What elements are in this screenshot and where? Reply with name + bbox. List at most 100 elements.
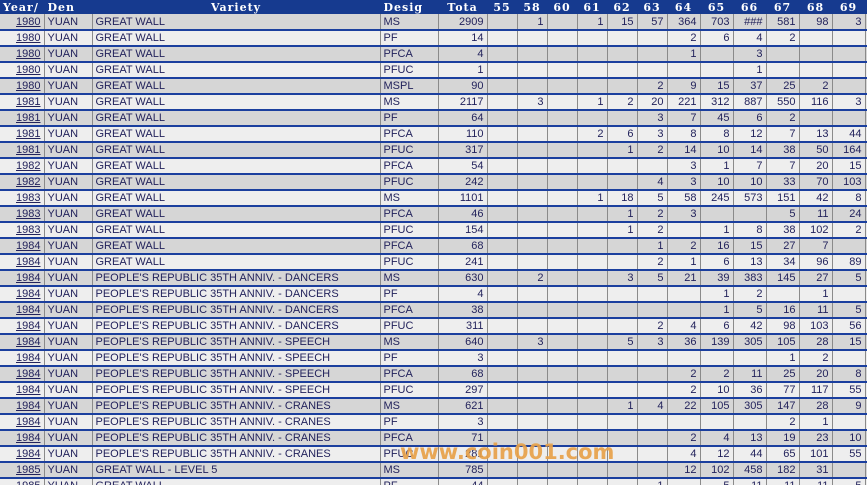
cell-year[interactable]: 1984 — [0, 430, 45, 447]
table-row[interactable]: 1981 YUAN GREAT WALL MS 2117 3 1 2 20 221 312 887 55… — [0, 94, 867, 111]
cell-year[interactable]: 1980 — [0, 30, 45, 47]
cell-variety: PEOPLE'S REPUBLIC 35TH ANNIV. - CRANES — [92, 430, 381, 447]
cell-g60 — [547, 366, 578, 383]
table-row[interactable]: 1983 YUAN GREAT WALL MS 1101 1 18 5 58 245 573 151 4… — [0, 190, 867, 207]
cell-year[interactable]: 1984 — [0, 270, 45, 287]
cell-g64: 3 — [667, 158, 701, 175]
table-row[interactable]: 1980 YUAN GREAT WALL PFCA 4 1 3 — [0, 46, 867, 63]
cell-total: 242 — [438, 174, 488, 191]
cell-g65: 10 — [700, 142, 734, 159]
cell-year[interactable]: 1983 — [0, 222, 45, 239]
cell-year[interactable]: 1980 — [0, 78, 45, 95]
cell-year[interactable]: 1985 — [0, 462, 45, 479]
column-header-g61[interactable]: 61 — [577, 0, 608, 14]
column-header-g66[interactable]: 66 — [733, 0, 767, 14]
cell-g70 — [865, 222, 867, 239]
column-header-g67[interactable]: 67 — [766, 0, 800, 14]
column-header-year[interactable]: Year/ — [0, 0, 45, 14]
cell-year[interactable]: 1982 — [0, 158, 45, 175]
column-header-g64[interactable]: 64 — [667, 0, 701, 14]
cell-year[interactable]: 1984 — [0, 318, 45, 335]
table-row[interactable]: 1984 YUAN PEOPLE'S REPUBLIC 35TH ANNIV. - … — [0, 446, 867, 463]
column-header-g60[interactable]: 60 — [547, 0, 578, 14]
cell-g60 — [547, 46, 578, 63]
cell-year[interactable]: 1980 — [0, 62, 45, 79]
cell-year[interactable]: 1984 — [0, 286, 45, 303]
table-row[interactable]: 1980 YUAN GREAT WALL PF 14 2 6 4 2 — [0, 30, 867, 47]
cell-g66: 4 — [733, 30, 767, 47]
table-row[interactable]: 1984 YUAN PEOPLE'S REPUBLIC 35TH ANNIV. - … — [0, 318, 867, 335]
table-row[interactable]: 1984 YUAN PEOPLE'S REPUBLIC 35TH ANNIV. - … — [0, 350, 867, 367]
column-header-g62[interactable]: 62 — [607, 0, 638, 14]
cell-year[interactable]: 1983 — [0, 206, 45, 223]
cell-year[interactable]: 1984 — [0, 238, 45, 255]
cell-g62: 2 — [607, 94, 638, 111]
table-row[interactable]: 1985 YUAN GREAT WALL - LEVEL 5 MS 785 12 102 45… — [0, 462, 867, 479]
table-row[interactable]: 1980 YUAN GREAT WALL PFUC 1 1 — [0, 62, 867, 79]
cell-year[interactable]: 1984 — [0, 382, 45, 399]
cell-year[interactable]: 1983 — [0, 190, 45, 207]
table-row[interactable]: 1980 YUAN GREAT WALL MS 2909 1 1 15 57 364 703 ### 5… — [0, 14, 867, 31]
cell-g70 — [865, 270, 867, 287]
table-row[interactable]: 1984 YUAN PEOPLE'S REPUBLIC 35TH ANNIV. - … — [0, 302, 867, 319]
cell-year[interactable]: 1984 — [0, 398, 45, 415]
cell-g60 — [547, 318, 578, 335]
cell-year[interactable]: 1982 — [0, 174, 45, 191]
table-row[interactable]: 1984 YUAN PEOPLE'S REPUBLIC 35TH ANNIV. - … — [0, 430, 867, 447]
table-row[interactable]: 1984 YUAN PEOPLE'S REPUBLIC 35TH ANNIV. - … — [0, 398, 867, 415]
column-header-g55[interactable]: 55 — [487, 0, 518, 14]
table-row[interactable]: 1984 YUAN PEOPLE'S REPUBLIC 35TH ANNIV. - … — [0, 270, 867, 287]
cell-g65: 45 — [700, 110, 734, 127]
cell-year[interactable]: 1984 — [0, 302, 45, 319]
cell-g60 — [547, 238, 578, 255]
table-row[interactable]: 1984 YUAN GREAT WALL PFCA 68 1 2 16 15 27 7 — [0, 238, 867, 255]
cell-year[interactable]: 1984 — [0, 254, 45, 271]
cell-year[interactable]: 1984 — [0, 350, 45, 367]
cell-g68: 70 — [799, 174, 833, 191]
cell-desig: PFUC — [380, 222, 439, 239]
column-header-g65[interactable]: 65 — [700, 0, 734, 14]
cell-year[interactable]: 1981 — [0, 94, 45, 111]
column-header-desig[interactable]: Desig — [380, 0, 439, 14]
column-header-g69[interactable]: 69 — [832, 0, 866, 14]
table-row[interactable]: 1984 YUAN PEOPLE'S REPUBLIC 35TH ANNIV. - … — [0, 366, 867, 383]
cell-year[interactable]: 1984 — [0, 414, 45, 431]
table-row[interactable]: 1984 YUAN PEOPLE'S REPUBLIC 35TH ANNIV. - … — [0, 334, 867, 351]
column-header-g58[interactable]: 58 — [517, 0, 548, 14]
cell-year[interactable]: 1984 — [0, 366, 45, 383]
table-row[interactable]: 1983 YUAN GREAT WALL PFUC 154 1 2 1 8 38 102 2 — [0, 222, 867, 239]
column-header-g63[interactable]: 63 — [637, 0, 668, 14]
cell-year[interactable]: 1980 — [0, 14, 45, 31]
cell-g62: 15 — [607, 14, 638, 31]
cell-year[interactable]: 1985 — [0, 478, 45, 485]
table-row[interactable]: 1981 YUAN GREAT WALL PFUC 317 1 2 14 10 14 38 50 164… — [0, 142, 867, 159]
cell-year[interactable]: 1981 — [0, 126, 45, 143]
table-row[interactable]: 1980 YUAN GREAT WALL MSPL 90 2 9 15 37 25 2 — [0, 78, 867, 95]
table-row[interactable]: 1984 YUAN PEOPLE'S REPUBLIC 35TH ANNIV. - … — [0, 414, 867, 431]
column-header-total[interactable]: Tota — [438, 0, 488, 14]
table-row[interactable]: 1984 YUAN PEOPLE'S REPUBLIC 35TH ANNIV. - … — [0, 286, 867, 303]
table-row[interactable]: 1984 YUAN GREAT WALL PFUC 241 2 1 6 13 34 96 89 — [0, 254, 867, 271]
cell-year[interactable]: 1980 — [0, 46, 45, 63]
column-header-g68[interactable]: 68 — [799, 0, 833, 14]
column-header-g70[interactable]: 70 — [865, 0, 867, 14]
cell-year[interactable]: 1984 — [0, 446, 45, 463]
cell-g66: 14 — [733, 142, 767, 159]
column-header-den[interactable]: Den — [44, 0, 93, 14]
cell-year[interactable]: 1984 — [0, 334, 45, 351]
cell-g68: 11 — [799, 302, 833, 319]
cell-year[interactable]: 1981 — [0, 110, 45, 127]
cell-year[interactable]: 1981 — [0, 142, 45, 159]
table-row[interactable]: 1984 YUAN PEOPLE'S REPUBLIC 35TH ANNIV. - … — [0, 382, 867, 399]
cell-g62 — [607, 254, 638, 271]
cell-g63: 5 — [637, 190, 668, 207]
cell-g70 — [865, 254, 867, 271]
column-header-variety[interactable]: Variety — [92, 0, 381, 14]
table-row[interactable]: 1983 YUAN GREAT WALL PFCA 46 1 2 3 5 11 24 — [0, 206, 867, 223]
